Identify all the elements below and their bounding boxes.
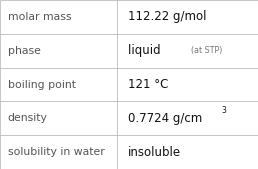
Text: 3: 3 <box>222 106 227 115</box>
Text: (at STP): (at STP) <box>191 46 222 55</box>
Text: 112.22 g/mol: 112.22 g/mol <box>128 10 206 23</box>
Text: insoluble: insoluble <box>128 146 181 159</box>
Text: 0.7724 g/cm: 0.7724 g/cm <box>128 112 202 125</box>
Text: boiling point: boiling point <box>8 79 76 90</box>
Text: liquid: liquid <box>128 44 168 57</box>
Text: phase: phase <box>8 46 41 56</box>
Text: 121 °C: 121 °C <box>128 78 168 91</box>
Text: solubility in water: solubility in water <box>8 147 104 157</box>
Text: molar mass: molar mass <box>8 12 71 22</box>
Text: density: density <box>8 113 48 123</box>
